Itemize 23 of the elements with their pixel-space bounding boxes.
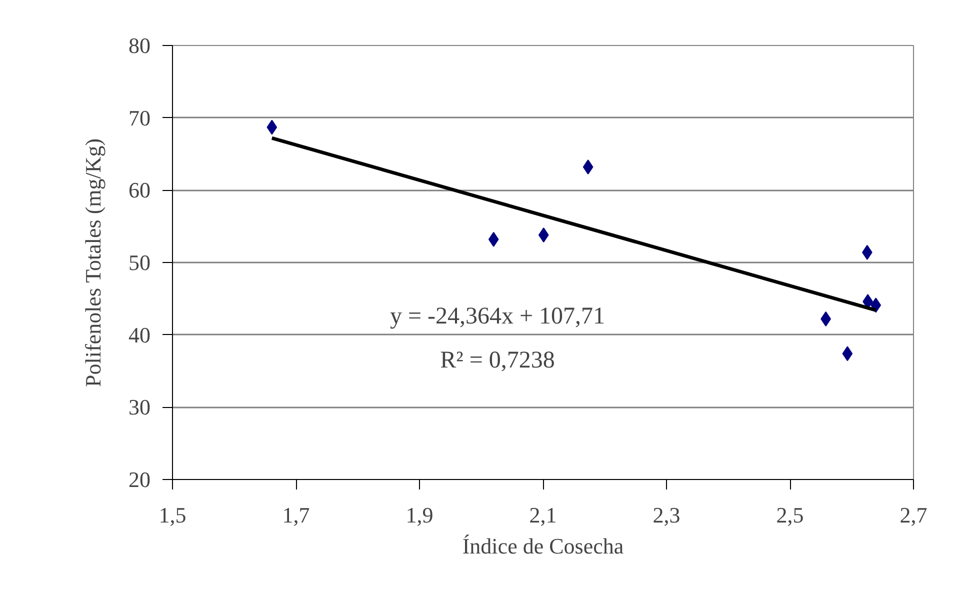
y-axis-title: Polifenoles Totales (mg/Kg)	[80, 138, 106, 387]
point	[538, 228, 549, 243]
y-tick-label: 20	[128, 467, 150, 492]
x-tick-label: 1,9	[406, 502, 434, 528]
y-tick-label: 80	[128, 33, 150, 58]
y-tick-label: 30	[128, 394, 150, 420]
y-tick-label: 50	[128, 250, 150, 275]
x-tick-label: 1,5	[158, 502, 186, 528]
annotation: y = -24,364x + 107,71	[390, 304, 606, 330]
x-tick-label: 2,5	[776, 502, 804, 528]
point	[266, 120, 278, 135]
point	[582, 160, 594, 175]
point	[488, 232, 499, 247]
y-tick-label: 40	[128, 322, 150, 348]
y-tick-label: 70	[128, 105, 150, 130]
x-tick-label: 2,3	[652, 502, 680, 528]
annotation: R² = 0,7238	[440, 348, 555, 374]
point	[842, 346, 853, 362]
x-tick-label: 1,7	[282, 502, 310, 528]
y-tick-label: 60	[128, 178, 150, 203]
x-axis-title: Índice de Cosecha	[462, 534, 624, 558]
x-tick-label: 2,1	[529, 502, 557, 528]
x-tick-label: 2,7	[900, 502, 928, 528]
